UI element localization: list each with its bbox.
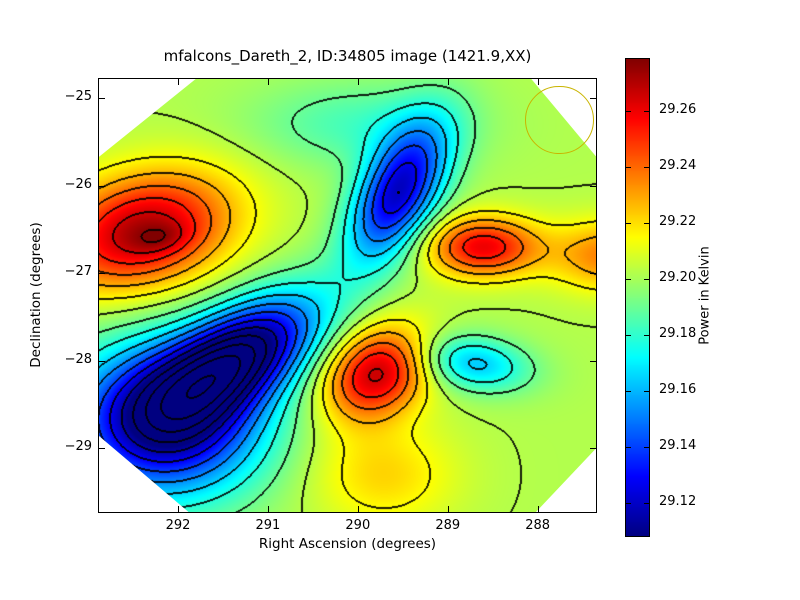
minimum-point-marker [396,191,400,195]
colorbar-tick-mark [626,111,631,113]
x-tick-mark [447,79,449,85]
colorbar-tick-label: 29.14 [659,438,697,454]
y-tick-label: −28 [64,351,92,367]
x-tick-label: 292 [165,518,191,533]
x-tick-label: 290 [345,518,371,533]
colorbar-tick-label: 29.18 [659,326,697,342]
colorbar-tick-label: 29.22 [659,214,697,230]
x-tick-label: 291 [255,518,281,533]
y-tick-label: −27 [64,264,92,280]
colorbar-tick-label: 29.16 [659,382,697,398]
x-axis-label: Right Ascension (degrees) [258,536,437,552]
y-tick-mark [590,185,596,187]
colorbar-tick-mark [644,167,649,169]
colorbar-tick-mark [626,335,631,337]
colorbar-tick-mark [644,447,649,449]
y-tick-mark [590,448,596,450]
y-axis-label: Declination (degrees) [28,222,44,368]
y-tick-mark [99,360,105,362]
colorbar-tick-mark [644,335,649,337]
contour-plot-canvas [98,78,597,513]
x-tick-mark [447,506,449,512]
x-tick-mark [267,79,269,85]
x-tick-label: 289 [435,518,461,533]
y-tick-mark [590,98,596,100]
x-tick-mark [537,79,539,85]
colorbar-tick-mark [644,223,649,225]
y-tick-label: −26 [64,176,92,192]
x-tick-mark [537,506,539,512]
colorbar-tick-label: 29.26 [659,102,697,118]
x-tick-mark [178,506,180,512]
colorbar-tick-mark [626,391,631,393]
colorbar-tick-mark [626,279,631,281]
colorbar-tick-mark [644,503,649,505]
x-tick-mark [267,506,269,512]
y-tick-label: −29 [64,439,92,455]
colorbar-tick-label: 29.12 [659,494,697,510]
colorbar-tick-mark [644,391,649,393]
x-tick-mark [357,79,359,85]
plot-title: mfalcons_Dareth_2, ID:34805 image (1421.… [163,47,532,65]
colorbar-tick-mark [626,167,631,169]
colorbar-tick-label: 29.20 [659,270,697,286]
x-tick-mark [178,79,180,85]
y-tick-mark [99,448,105,450]
y-tick-label: −25 [64,89,92,105]
colorbar-tick-label: 29.24 [659,158,697,174]
y-tick-mark [99,273,105,275]
colorbar-gradient [625,58,650,537]
colorbar-tick-mark [626,223,631,225]
colorbar-tick-mark [626,503,631,505]
y-tick-mark [590,360,596,362]
colorbar-tick-mark [644,111,649,113]
x-tick-mark [357,506,359,512]
colorbar-tick-mark [626,447,631,449]
y-tick-mark [99,185,105,187]
y-tick-mark [590,273,596,275]
x-tick-label: 288 [525,518,551,533]
y-tick-mark [99,98,105,100]
colorbar-tick-mark [644,279,649,281]
